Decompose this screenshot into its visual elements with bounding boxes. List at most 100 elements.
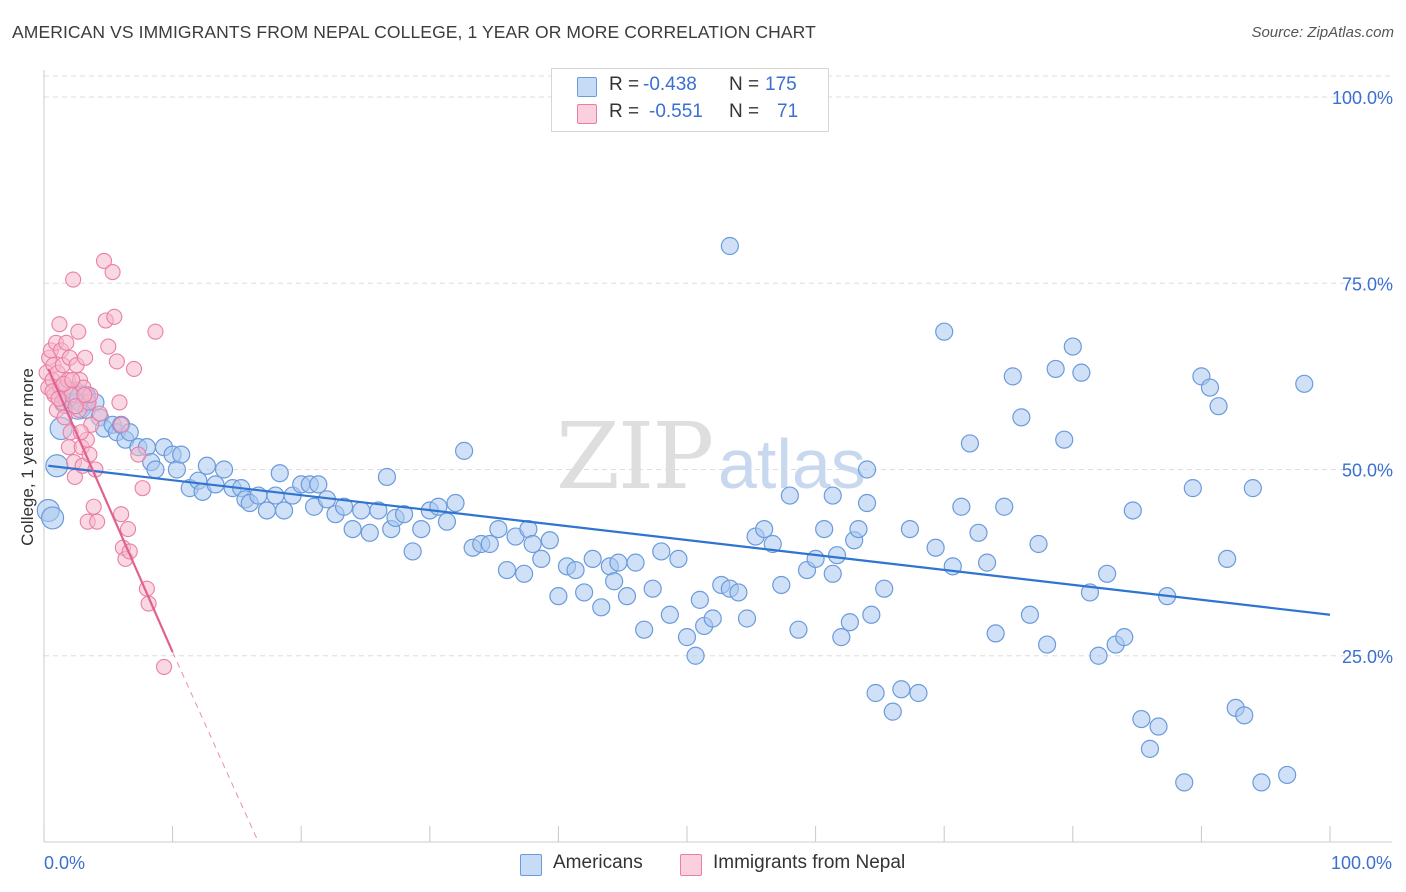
nepal-point (77, 349, 94, 366)
americans-point (592, 598, 611, 617)
americans-point (40, 506, 65, 530)
americans-point (926, 538, 945, 557)
americans-point (403, 542, 422, 561)
bottom-legend-label: Immigrants from Nepal (713, 852, 906, 873)
americans-point (1089, 646, 1108, 665)
americans-point (146, 460, 165, 479)
americans-point (763, 534, 782, 554)
legend-r-value: -0.438 (643, 74, 697, 95)
americans-point (677, 628, 697, 647)
americans-point (935, 322, 954, 341)
americans-point (274, 501, 294, 520)
americans-point (652, 542, 671, 561)
americans-point (197, 456, 216, 475)
americans-point (515, 564, 534, 583)
americans-point (1295, 374, 1314, 393)
americans-point (789, 620, 808, 639)
legend-n-label: N = (729, 101, 760, 122)
americans-point (862, 605, 881, 624)
americans-point (532, 549, 551, 569)
americans-point (660, 605, 679, 624)
americans-point (172, 445, 191, 464)
americans-point (1123, 501, 1142, 520)
americans-point (900, 519, 920, 539)
americans-point (1278, 765, 1297, 785)
legend-n-value: 71 (777, 101, 799, 122)
americans-point (823, 486, 842, 505)
americans-point (643, 579, 662, 598)
americans-point (334, 497, 354, 516)
americans-point (1020, 605, 1040, 624)
bottom-legend-swatch-blue (520, 854, 542, 876)
americans-point (1243, 479, 1262, 498)
nepal-point (95, 252, 113, 269)
legend-n-label: N = (729, 74, 760, 95)
americans-point (875, 579, 894, 598)
americans-point (454, 441, 474, 460)
americans-point (605, 572, 624, 591)
americans-point (1218, 549, 1237, 569)
americans-point (1200, 378, 1220, 397)
nepal-point (70, 323, 87, 340)
nepal-point (85, 498, 102, 515)
americans-point (394, 505, 414, 524)
americans-point (497, 560, 517, 580)
americans-trendline (48, 464, 1331, 616)
americans-point (772, 575, 791, 595)
americans-point (446, 493, 465, 513)
americans-point (686, 646, 705, 665)
americans-point (909, 683, 928, 703)
americans-point (489, 519, 508, 539)
nepal-point (134, 480, 151, 497)
bottom-legend-label: Americans (553, 852, 643, 873)
nepal-point (113, 506, 130, 523)
americans-point (703, 609, 722, 628)
americans-point (549, 587, 568, 606)
americans-point (969, 523, 988, 542)
nepal-point (58, 334, 75, 351)
y-tick-label: 75.0% (1342, 274, 1393, 294)
legend-swatch-blue (577, 77, 597, 97)
americans-point (480, 534, 499, 554)
americans-point (412, 519, 431, 539)
correlation-legend: R = -0.438 N = 175 R = -0.551 N = 71 (551, 68, 829, 132)
americans-point (617, 587, 637, 606)
americans-point (729, 583, 748, 602)
americans-point (583, 549, 602, 569)
legend-r-label: R = (609, 74, 640, 95)
americans-point (167, 460, 186, 479)
nepal-point (91, 405, 108, 422)
americans-point (566, 560, 585, 580)
chart-title: AMERICAN VS IMMIGRANTS FROM NEPAL COLLEG… (12, 22, 816, 42)
source-credit: Source: ZipAtlas.com (1251, 24, 1394, 41)
americans-point (832, 628, 851, 647)
americans-point (892, 680, 911, 699)
americans-point (840, 613, 859, 632)
americans-point (827, 546, 847, 565)
americans-point (1140, 739, 1160, 758)
legend-swatch-pink (577, 104, 597, 124)
americans-point (857, 460, 877, 479)
y-tick-label: 25.0% (1342, 647, 1393, 667)
americans-point (377, 467, 397, 487)
x-tick-label: 100.0% (1331, 853, 1392, 873)
nepal-point (108, 353, 125, 370)
americans-point (1209, 397, 1228, 416)
americans-point (609, 553, 628, 572)
nepal-point (111, 394, 128, 411)
americans-point (1037, 635, 1057, 654)
americans-point (720, 236, 739, 256)
y-tick-label: 50.0% (1342, 461, 1393, 481)
americans-point (1252, 773, 1271, 792)
nepal-point (130, 446, 147, 463)
bottom-legend-swatch-pink (680, 854, 702, 876)
americans-point (635, 620, 654, 639)
americans-point (849, 519, 868, 539)
nepal-point (125, 360, 143, 377)
americans-point (266, 486, 285, 505)
americans-point (690, 590, 709, 609)
x-tick-label: 0.0% (44, 853, 85, 873)
americans-point (1012, 408, 1031, 427)
americans-point (737, 609, 757, 628)
